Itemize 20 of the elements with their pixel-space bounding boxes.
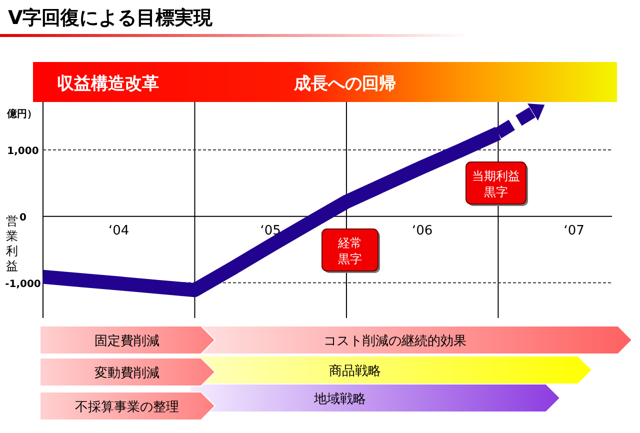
annotation: 経常黒字 — [337, 236, 362, 266]
annotation: 当期利益黒字 — [472, 169, 520, 199]
y-tick-label: -1,000 — [5, 278, 41, 290]
x-tick-label: ‘05 — [260, 223, 281, 238]
text: 商品戦略 — [329, 364, 381, 379]
y-tick-label: 1,000 — [7, 146, 39, 157]
x-tick-label: ‘04 — [108, 223, 130, 238]
text: 成長への回帰 — [293, 74, 396, 94]
y-tick-label: 0 — [20, 212, 27, 224]
text: 億円） — [6, 108, 37, 120]
text: 変動費削減 — [94, 365, 160, 381]
x-tick-label: ‘06 — [412, 223, 433, 238]
x-tick-label: ‘07 — [564, 223, 584, 238]
y-axis-title: 営業利益 — [6, 214, 18, 273]
text: 不採算事業の整理 — [75, 400, 179, 415]
text: 固定費削減 — [94, 334, 160, 349]
text: コスト削減の継続的効果 — [324, 334, 466, 349]
text: 収益構造改革 — [57, 74, 159, 94]
text: 地域戦略 — [313, 392, 366, 407]
chart-title: V字回復による目標実現 — [8, 7, 214, 29]
